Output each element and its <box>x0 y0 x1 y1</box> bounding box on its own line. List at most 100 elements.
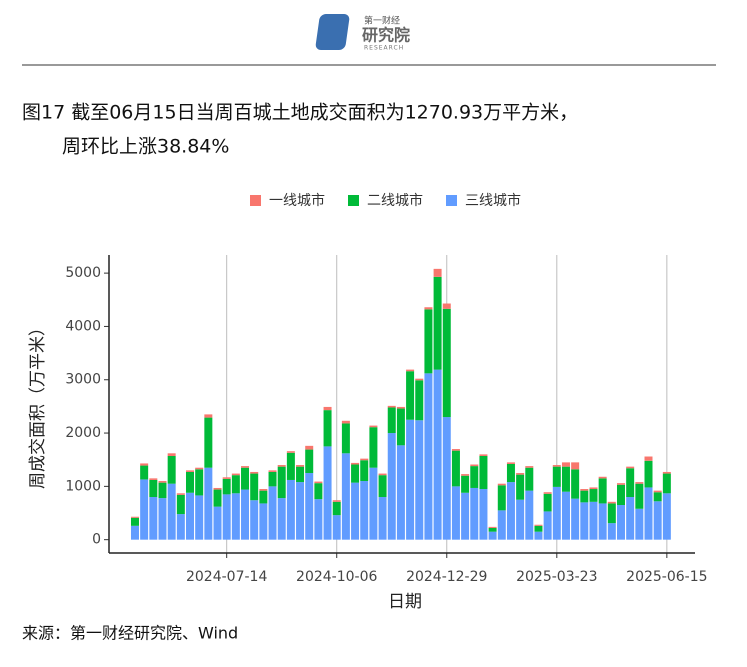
legend-label: 二线城市 <box>367 192 423 209</box>
bar-segment <box>516 474 525 500</box>
bar-segment <box>451 486 460 540</box>
bar-segment <box>149 479 158 498</box>
bar-segment <box>213 506 222 540</box>
bar-segment <box>222 478 231 495</box>
bar-segment <box>204 417 213 468</box>
bar-segment <box>525 466 534 468</box>
bar-segment <box>286 479 295 540</box>
bar-segment <box>644 487 653 540</box>
logo-sub: RESEARCH <box>364 45 404 52</box>
bar-segment <box>644 456 653 461</box>
x-tick-label: 2024-07-14 <box>186 569 267 585</box>
bar-segment <box>259 489 268 491</box>
bar-segment <box>479 489 488 540</box>
bar-segment <box>561 462 570 467</box>
bar-segment <box>396 408 405 446</box>
bar-segment <box>552 466 561 487</box>
bar-segment <box>607 523 616 540</box>
bar-segment <box>497 483 506 486</box>
bar-segment <box>286 452 295 480</box>
bar-segment <box>351 482 360 540</box>
bar-segment <box>543 493 552 512</box>
bar-segment <box>470 466 479 488</box>
bar-segment <box>589 501 598 540</box>
bar-segment <box>442 303 451 309</box>
bar-segment <box>516 473 525 475</box>
bar-segment <box>662 493 671 540</box>
bar-segment <box>396 406 405 409</box>
bar-segment <box>479 454 488 456</box>
bar-segment <box>286 451 295 453</box>
bar-segment <box>488 531 497 540</box>
bar-segment <box>231 475 240 494</box>
legend-swatch <box>446 195 457 206</box>
bar-segment <box>451 450 460 487</box>
bar-segment <box>470 464 479 467</box>
bar-segment <box>442 417 451 540</box>
bar-segment <box>186 470 195 472</box>
bar-segment <box>314 481 323 484</box>
bar-segment <box>140 479 149 540</box>
bar-segment <box>534 524 543 526</box>
bar-segment <box>534 525 543 532</box>
bar-segment <box>176 514 185 540</box>
bar-segment <box>305 445 314 450</box>
bar-segment <box>323 410 332 447</box>
bar-segment <box>653 492 662 502</box>
bar-segment <box>644 460 653 488</box>
bar-segment <box>461 475 470 493</box>
bar-segment <box>176 493 185 495</box>
bar-segment <box>406 419 415 540</box>
x-tick-label: 2025-06-15 <box>626 569 707 585</box>
bar-segment <box>662 473 671 494</box>
bar-segment <box>433 369 442 540</box>
bar-segment <box>195 495 204 540</box>
bar-segment <box>451 449 460 451</box>
bar-segment <box>598 478 607 504</box>
chart-subtitle: 周环比上涨38.84% <box>62 136 229 158</box>
bar-segment <box>378 473 387 476</box>
y-tick-label: 2000 <box>65 425 101 441</box>
bar-segment <box>341 453 350 540</box>
bar-segment <box>369 467 378 540</box>
bar-segment <box>561 491 570 540</box>
bar-segment <box>506 482 515 540</box>
bar-segment <box>488 526 497 528</box>
bar-segment <box>250 500 259 540</box>
bar-segment <box>241 489 250 540</box>
bar-segment <box>369 425 378 428</box>
bar-segment <box>231 493 240 540</box>
bar-segment <box>305 473 314 540</box>
bar-segment <box>186 471 195 493</box>
x-tick-label: 2024-10-06 <box>296 569 377 585</box>
bar-segment <box>140 465 149 480</box>
bar-segment <box>250 471 259 474</box>
bar-segment <box>296 465 305 467</box>
bar-segment <box>360 460 369 482</box>
bar-segment <box>176 494 185 515</box>
bar-segment <box>277 466 286 499</box>
bar-segment <box>506 462 515 464</box>
bar-segment <box>130 525 139 540</box>
bar-segment <box>277 465 286 467</box>
bar-segment <box>396 445 405 540</box>
legend-label: 三线城市 <box>465 192 521 209</box>
bar-segment <box>653 501 662 540</box>
bar-segment <box>552 486 561 540</box>
y-axis-label: 周成交面积（万平米） <box>28 319 48 489</box>
bar-segment <box>167 453 176 456</box>
y-tick-label: 4000 <box>65 318 101 334</box>
legend-swatch <box>250 195 261 206</box>
bar-segment <box>259 503 268 540</box>
bar-segment <box>442 308 451 418</box>
bar-segment <box>433 276 442 370</box>
bar-segment <box>360 458 369 461</box>
bar-segment <box>525 490 534 540</box>
bar-segment <box>635 483 644 509</box>
bar-segment <box>158 482 167 499</box>
bar-segment <box>534 531 543 540</box>
bar-segment <box>497 510 506 540</box>
bar-segment <box>461 492 470 540</box>
bar-segment <box>571 498 580 540</box>
bar-segment <box>598 503 607 540</box>
